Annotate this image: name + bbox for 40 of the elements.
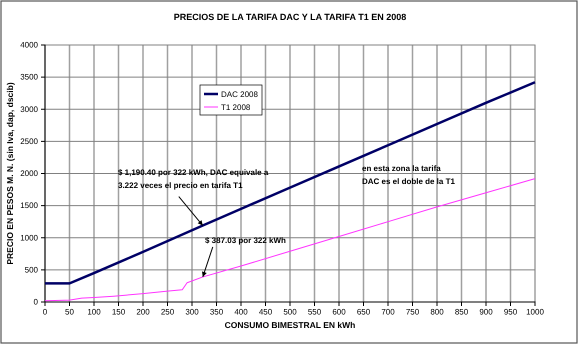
x-tick-label: 450 (258, 308, 273, 317)
x-tick-label: 300 (185, 308, 200, 317)
x-axis-title: CONSUMO BIMESTRAL EN kWh (224, 320, 356, 330)
legend-label: DAC 2008 (221, 90, 258, 99)
x-tick-label: 250 (160, 308, 175, 317)
x-tick-label: 50 (65, 308, 74, 317)
y-tick-label: 1500 (20, 201, 39, 210)
x-tick-label: 800 (430, 308, 444, 317)
y-tick-label: 2000 (20, 169, 39, 178)
x-tick-label: 700 (381, 308, 396, 317)
y-axis-title: PRECIO EN PESOS M. N. (sin Iva, dap, dscib) (5, 82, 15, 265)
annotation: $ 1,190.40 por 322 kWh, DAC equivale a 3.222 veces el precio en tarifa T1 (118, 168, 269, 190)
y-tick-label: 3000 (20, 104, 39, 114)
x-tick-label: 350 (210, 308, 224, 317)
chart-title: PRECIOS DE LA TARIFA DAC Y LA TARIFA T1 EN 2008 (174, 12, 406, 22)
y-tick-label: 3500 (20, 72, 39, 82)
x-tick-label: 900 (479, 308, 494, 317)
x-tick-label: 550 (308, 308, 322, 317)
y-tick-label: 0 (34, 298, 39, 307)
y-tick-label: 1000 (20, 233, 39, 242)
x-tick-label: 200 (136, 308, 150, 317)
y-tick-label: 500 (24, 265, 39, 274)
x-tick-label: 500 (283, 308, 298, 317)
annotation: $ 387.03 por 322 kWh (205, 236, 286, 245)
x-tick-label: 400 (234, 308, 248, 317)
x-tick-label: 600 (332, 308, 346, 317)
x-tick-label: 950 (504, 308, 518, 317)
x-tick-label: 150 (112, 308, 126, 317)
x-tick-label: 850 (454, 308, 469, 317)
x-tick-label: 650 (356, 308, 371, 317)
x-tick-label: 750 (406, 308, 420, 317)
y-tick-label: 4000 (20, 40, 39, 50)
x-tick-label: 100 (87, 308, 102, 317)
line-series (44, 81, 536, 285)
y-tick-label: 2500 (20, 136, 39, 146)
annotation: en esta zona la tarifa DAC es el doble de la T1 (362, 164, 456, 186)
line-series (44, 178, 536, 302)
legend-label: T1 2008 (221, 103, 251, 112)
x-tick-label: 1000 (526, 308, 544, 317)
x-tick-label: 0 (42, 308, 48, 317)
